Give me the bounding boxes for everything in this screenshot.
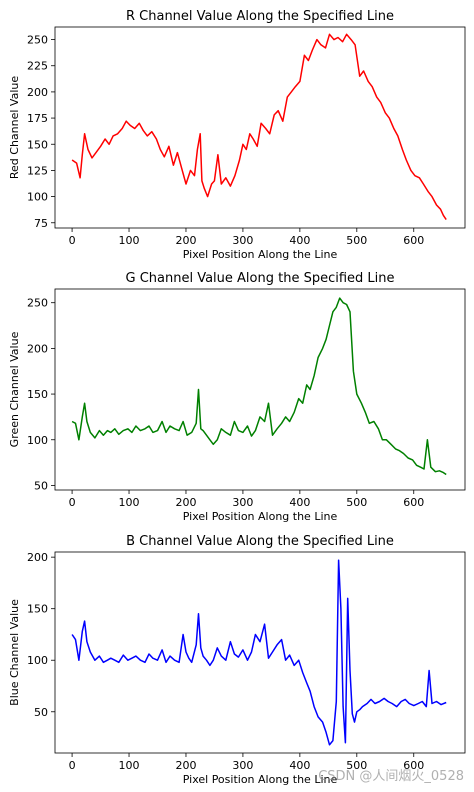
- y-tick-label: 250: [27, 297, 48, 310]
- y-tick-label: 150: [27, 388, 48, 401]
- x-axis-label: Pixel Position Along the Line: [183, 510, 338, 523]
- y-tick-label: 50: [34, 479, 48, 492]
- x-tick-label: 100: [119, 234, 140, 247]
- x-tick-label: 300: [232, 759, 253, 772]
- y-tick-label: 250: [27, 34, 48, 47]
- x-tick-label: 200: [175, 759, 196, 772]
- y-tick-label: 50: [34, 706, 48, 719]
- x-tick-label: 500: [346, 496, 367, 509]
- y-tick-label: 100: [27, 434, 48, 447]
- x-tick-label: 300: [232, 234, 253, 247]
- plot-frame: [54, 288, 466, 491]
- y-axis-label: Blue Channel Value: [8, 599, 21, 706]
- x-tick-label: 400: [289, 234, 310, 247]
- x-axis-label: Pixel Position Along the Line: [183, 248, 338, 261]
- plot-frame: [54, 551, 466, 754]
- x-tick-label: 600: [403, 234, 424, 247]
- y-tick-label: 200: [27, 551, 48, 564]
- y-axis-label: Green Channel Value: [8, 331, 21, 447]
- y-tick-label: 100: [27, 191, 48, 204]
- chart-panel-1: R Channel Value Along the Specified Line…: [8, 9, 466, 261]
- x-tick-label: 100: [119, 759, 140, 772]
- y-tick-label: 125: [27, 164, 48, 177]
- chart-title: B Channel Value Along the Specified Line: [126, 534, 394, 549]
- x-tick-label: 200: [175, 234, 196, 247]
- watermark: CSDN @人间烟火_0528: [318, 769, 464, 784]
- chart-title: R Channel Value Along the Specified Line: [126, 9, 394, 24]
- chart-panel-2: G Channel Value Along the Specified Line…: [8, 271, 466, 523]
- x-tick-label: 400: [289, 496, 310, 509]
- x-tick-label: 0: [69, 234, 76, 247]
- series-line: [71, 297, 447, 476]
- x-tick-label: 100: [119, 496, 140, 509]
- y-tick-label: 175: [27, 112, 48, 125]
- chart-title: G Channel Value Along the Specified Line: [125, 271, 394, 286]
- series-line: [71, 559, 447, 746]
- y-tick-label: 200: [27, 86, 48, 99]
- chart-panel-3: B Channel Value Along the Specified Line…: [8, 534, 466, 786]
- x-tick-label: 500: [346, 759, 367, 772]
- y-axis-label: Red Channel Value: [8, 76, 21, 179]
- x-tick-label: 0: [69, 496, 76, 509]
- series-line: [71, 33, 447, 221]
- y-tick-label: 150: [27, 138, 48, 151]
- x-axis-label: Pixel Position Along the Line: [183, 773, 338, 786]
- plot-frame: [54, 26, 466, 229]
- x-tick-label: 600: [403, 759, 424, 772]
- y-tick-label: 75: [34, 217, 48, 230]
- y-tick-label: 150: [27, 603, 48, 616]
- y-tick-label: 200: [27, 342, 48, 355]
- y-tick-label: 225: [27, 60, 48, 73]
- x-tick-label: 300: [232, 496, 253, 509]
- x-tick-label: 500: [346, 234, 367, 247]
- x-tick-label: 400: [289, 759, 310, 772]
- x-tick-label: 600: [403, 496, 424, 509]
- x-tick-label: 0: [69, 759, 76, 772]
- x-tick-label: 200: [175, 496, 196, 509]
- y-tick-label: 100: [27, 654, 48, 667]
